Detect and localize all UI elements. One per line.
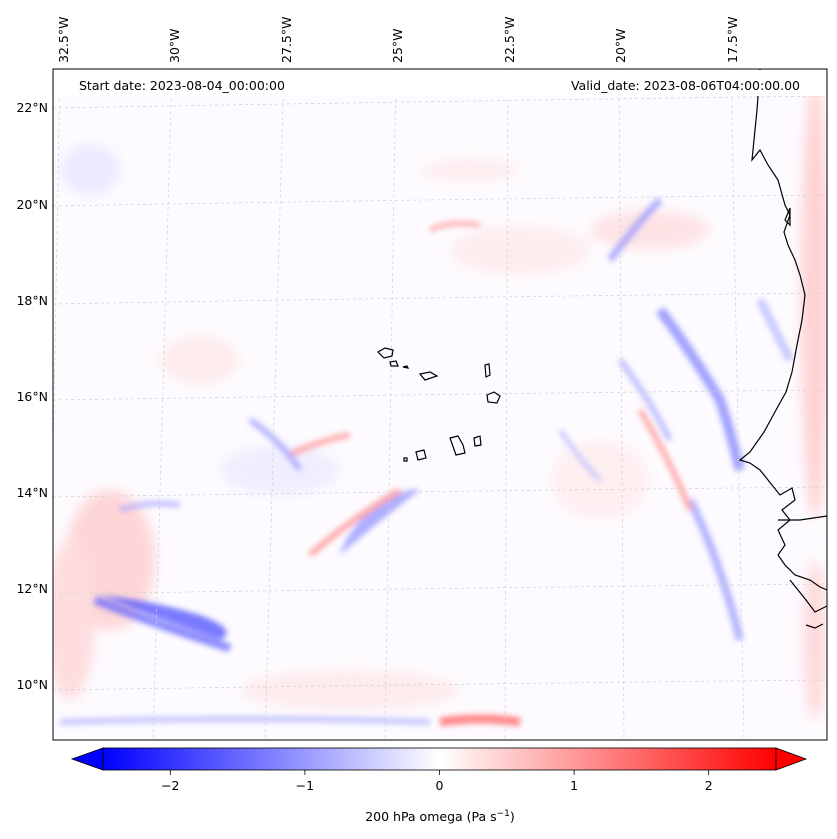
lat-label: 14°N <box>16 485 48 500</box>
lon-label: 25°W <box>390 28 405 63</box>
lat-label: 20°N <box>16 197 48 212</box>
lat-label: 10°N <box>16 677 48 692</box>
lat-label: 12°N <box>16 581 48 596</box>
omega-field <box>53 80 827 727</box>
colorbar-extend-min <box>70 747 104 771</box>
map-panel: Start date: 2023-08-04_00:00:00 Valid_da… <box>53 69 827 740</box>
coastlines <box>377 69 827 629</box>
colorbar-bar <box>102 747 777 771</box>
lon-label: 20°W <box>613 28 628 63</box>
colorbar-ticks: −2 −1 0 1 2 <box>161 770 713 793</box>
colorbar-tick-label: −2 <box>161 778 179 793</box>
lat-label: 18°N <box>16 293 48 308</box>
lon-label: 30°W <box>167 28 182 63</box>
header-box <box>54 70 826 96</box>
cape-verde-islands <box>377 347 501 462</box>
map-frame <box>52 68 828 741</box>
latitude-labels: 22°N 20°N 18°N 16°N 14°N 12°N 10°N <box>16 100 48 692</box>
lon-label: 32.5°W <box>56 17 71 63</box>
colorbar-label: 200 hPa omega (Pa s−1) <box>365 809 515 824</box>
lat-label: 22°N <box>16 100 48 115</box>
africa-coastline <box>738 69 827 591</box>
start-date-label: Start date: 2023-08-04_00:00:00 <box>79 78 285 93</box>
lon-label: 17.5°W <box>725 17 740 63</box>
gridlines <box>53 69 827 740</box>
longitude-labels: 32.5°W 30°W 27.5°W 25°W 22.5°W 20°W 17.5… <box>56 17 740 63</box>
colorbar-tick-label: −1 <box>296 778 314 793</box>
colorbar-extend-max <box>775 747 808 771</box>
lon-label: 22.5°W <box>502 17 517 63</box>
colorbar-tick-label: 2 <box>705 778 713 793</box>
valid-date-label: Valid_date: 2023-08-06T04:00:00.00 <box>571 78 800 93</box>
lat-label: 16°N <box>16 389 48 404</box>
lon-label: 27.5°W <box>279 17 294 63</box>
map-background <box>53 69 827 740</box>
colorbar-tick-label: 0 <box>436 778 444 793</box>
colorbar-tick-label: 1 <box>570 778 578 793</box>
colorbar: −2 −1 0 1 2 200 hPa omega (Pa s−1) <box>70 747 808 824</box>
